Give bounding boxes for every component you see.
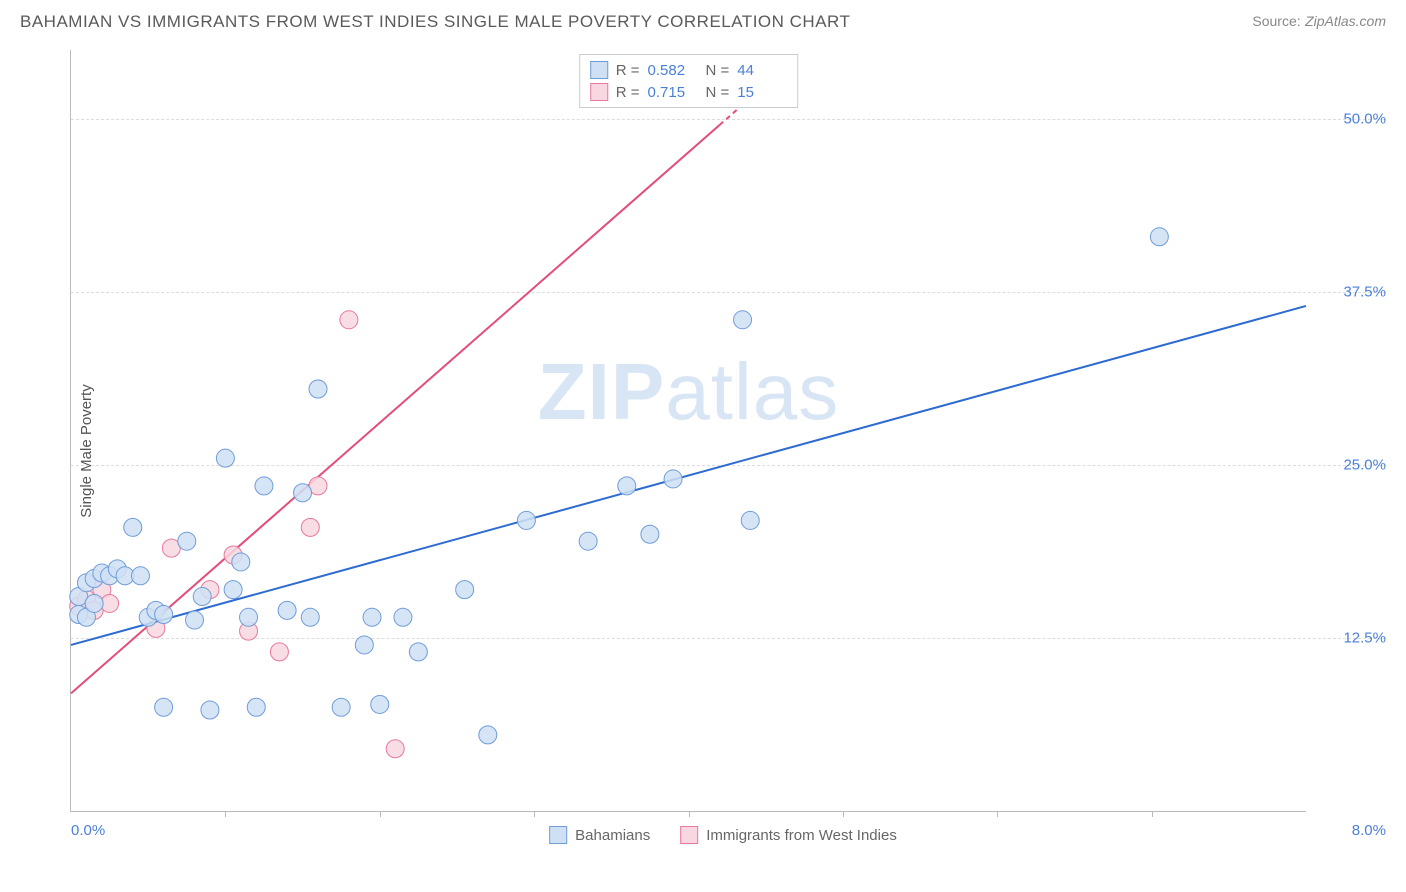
r-label-2: R = (616, 84, 640, 101)
data-point (1150, 228, 1168, 246)
data-point (456, 581, 474, 599)
regression-line (71, 306, 1306, 645)
r-label: R = (616, 62, 640, 79)
swatch-bahamians-2 (549, 826, 567, 844)
swatch-immigrants-2 (680, 826, 698, 844)
data-point (131, 567, 149, 585)
data-point (270, 643, 288, 661)
n-label: N = (706, 62, 730, 79)
source-attribution: Source: ZipAtlas.com (1252, 13, 1386, 31)
x-minor-tick (380, 811, 381, 817)
plot-svg (71, 50, 1306, 811)
data-point (641, 525, 659, 543)
data-point (664, 470, 682, 488)
n-label-2: N = (706, 84, 730, 101)
data-point (155, 606, 173, 624)
data-point (124, 518, 142, 536)
x-minor-tick (1152, 811, 1153, 817)
data-point (394, 608, 412, 626)
data-point (479, 726, 497, 744)
y-tick-label: 50.0% (1316, 111, 1386, 128)
data-point (340, 311, 358, 329)
x-minor-tick (534, 811, 535, 817)
chart-title: BAHAMIAN VS IMMIGRANTS FROM WEST INDIES … (20, 12, 850, 32)
data-point (247, 698, 265, 716)
series-legend: Bahamians Immigrants from West Indies (549, 826, 897, 844)
data-point (386, 740, 404, 758)
legend-item-immigrants: Immigrants from West Indies (680, 826, 897, 844)
swatch-bahamians (590, 61, 608, 79)
legend-label-immigrants: Immigrants from West Indies (706, 827, 897, 844)
x-minor-tick (843, 811, 844, 817)
y-tick-label: 25.0% (1316, 457, 1386, 474)
correlation-legend: R = 0.582 N = 44 R = 0.715 N = 15 (579, 54, 799, 108)
data-point (301, 608, 319, 626)
legend-row-bahamians: R = 0.582 N = 44 (590, 59, 788, 81)
data-point (517, 511, 535, 529)
data-point (224, 581, 242, 599)
legend-row-immigrants: R = 0.715 N = 15 (590, 81, 788, 103)
data-point (193, 588, 211, 606)
data-point (85, 594, 103, 612)
r-value-immigrants: 0.715 (648, 84, 698, 101)
data-point (734, 311, 752, 329)
swatch-immigrants (590, 83, 608, 101)
data-point (409, 643, 427, 661)
n-value-bahamians: 44 (737, 62, 787, 79)
data-point (216, 449, 234, 467)
data-point (240, 608, 258, 626)
data-point (255, 477, 273, 495)
data-point (741, 511, 759, 529)
data-point (371, 695, 389, 713)
x-minor-tick (225, 811, 226, 817)
data-point (301, 518, 319, 536)
y-tick-label: 12.5% (1316, 630, 1386, 647)
data-point (579, 532, 597, 550)
data-point (355, 636, 373, 654)
x-minor-tick (997, 811, 998, 817)
legend-label-bahamians: Bahamians (575, 827, 650, 844)
data-point (186, 611, 204, 629)
legend-item-bahamians: Bahamians (549, 826, 650, 844)
chart-area: Single Male Poverty ZIPatlas R = 0.582 N… (50, 50, 1396, 852)
y-tick-label: 37.5% (1316, 284, 1386, 301)
source-label: Source: (1252, 13, 1300, 29)
data-point (178, 532, 196, 550)
data-point (232, 553, 250, 571)
data-point (363, 608, 381, 626)
plot-region: ZIPatlas R = 0.582 N = 44 R = 0.715 N = … (70, 50, 1306, 812)
x-tick-min: 0.0% (71, 822, 105, 839)
data-point (155, 698, 173, 716)
data-point (309, 380, 327, 398)
data-point (201, 701, 219, 719)
data-point (294, 484, 312, 502)
x-minor-tick (689, 811, 690, 817)
x-tick-max: 8.0% (1352, 822, 1386, 839)
data-point (278, 601, 296, 619)
source-name: ZipAtlas.com (1305, 13, 1386, 29)
r-value-bahamians: 0.582 (648, 62, 698, 79)
n-value-immigrants: 15 (737, 84, 787, 101)
data-point (618, 477, 636, 495)
data-point (332, 698, 350, 716)
